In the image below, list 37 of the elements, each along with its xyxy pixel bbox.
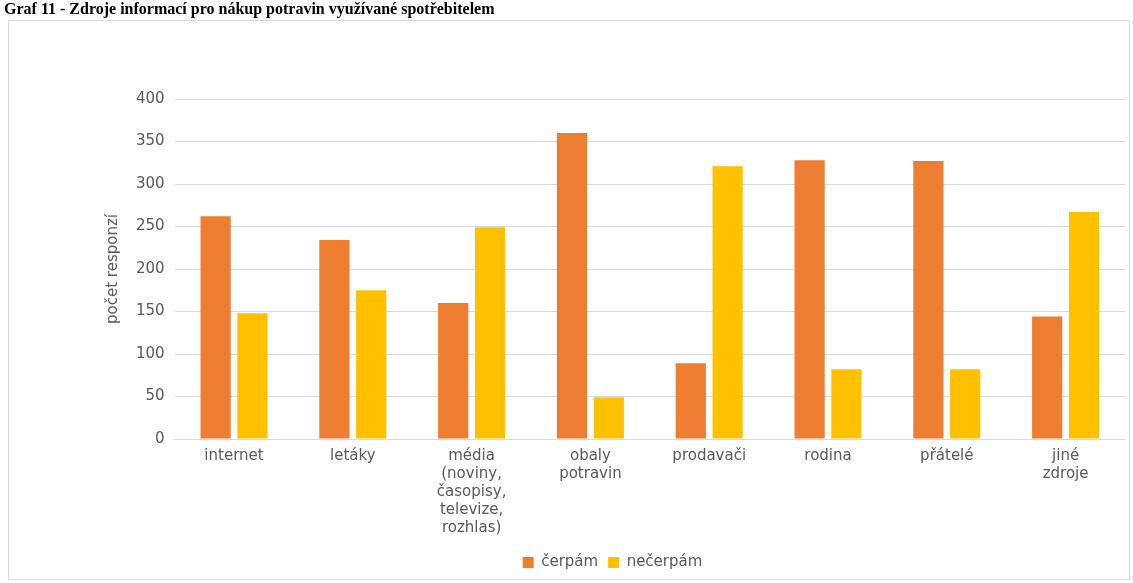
- bar: [950, 369, 981, 439]
- legend-label: čerpám: [541, 552, 599, 571]
- y-tick-label: 250: [135, 216, 165, 235]
- bar: [200, 216, 231, 439]
- bar: [1068, 212, 1100, 439]
- chart-title: Graf 11 - Zdroje informací pro nákup potravin využívané spotřebitelem: [4, 0, 495, 18]
- x-tick-label: přátelé: [920, 445, 974, 464]
- y-axis-title: počet responzí: [102, 213, 121, 324]
- x-tick-label: letáky: [330, 445, 376, 464]
- legend-label: nečerpám: [626, 552, 703, 571]
- bar: [1032, 316, 1063, 439]
- x-tick-label: internet: [204, 445, 264, 464]
- x-tick-label: jiné zdroje: [1042, 445, 1089, 482]
- bar: [913, 161, 944, 439]
- bar: [675, 363, 706, 439]
- x-tick-label: média (noviny, časopisy, televize, rozhlas): [436, 445, 507, 536]
- y-tick-label: 200: [135, 258, 165, 277]
- bar: [356, 290, 387, 439]
- y-tick-label: 0: [155, 428, 165, 447]
- bar: [593, 397, 624, 439]
- bar: [831, 369, 862, 439]
- y-tick-label: 300: [135, 173, 165, 192]
- bar: [556, 133, 588, 439]
- x-tick-label: rodina: [804, 445, 852, 464]
- bar: [712, 166, 743, 439]
- bar: [319, 240, 350, 439]
- x-tick-label: prodavači: [672, 445, 747, 464]
- y-tick-label: 400: [135, 88, 165, 107]
- bar: [794, 160, 825, 439]
- y-tick-label: 100: [135, 343, 165, 362]
- bar: [474, 227, 506, 439]
- bar: [237, 313, 268, 439]
- y-tick-label: 350: [135, 131, 165, 150]
- x-tick-label: obaly potravin: [559, 445, 622, 482]
- y-tick-label: 150: [135, 301, 165, 320]
- bar: [438, 303, 469, 439]
- y-tick-label: 50: [145, 386, 165, 405]
